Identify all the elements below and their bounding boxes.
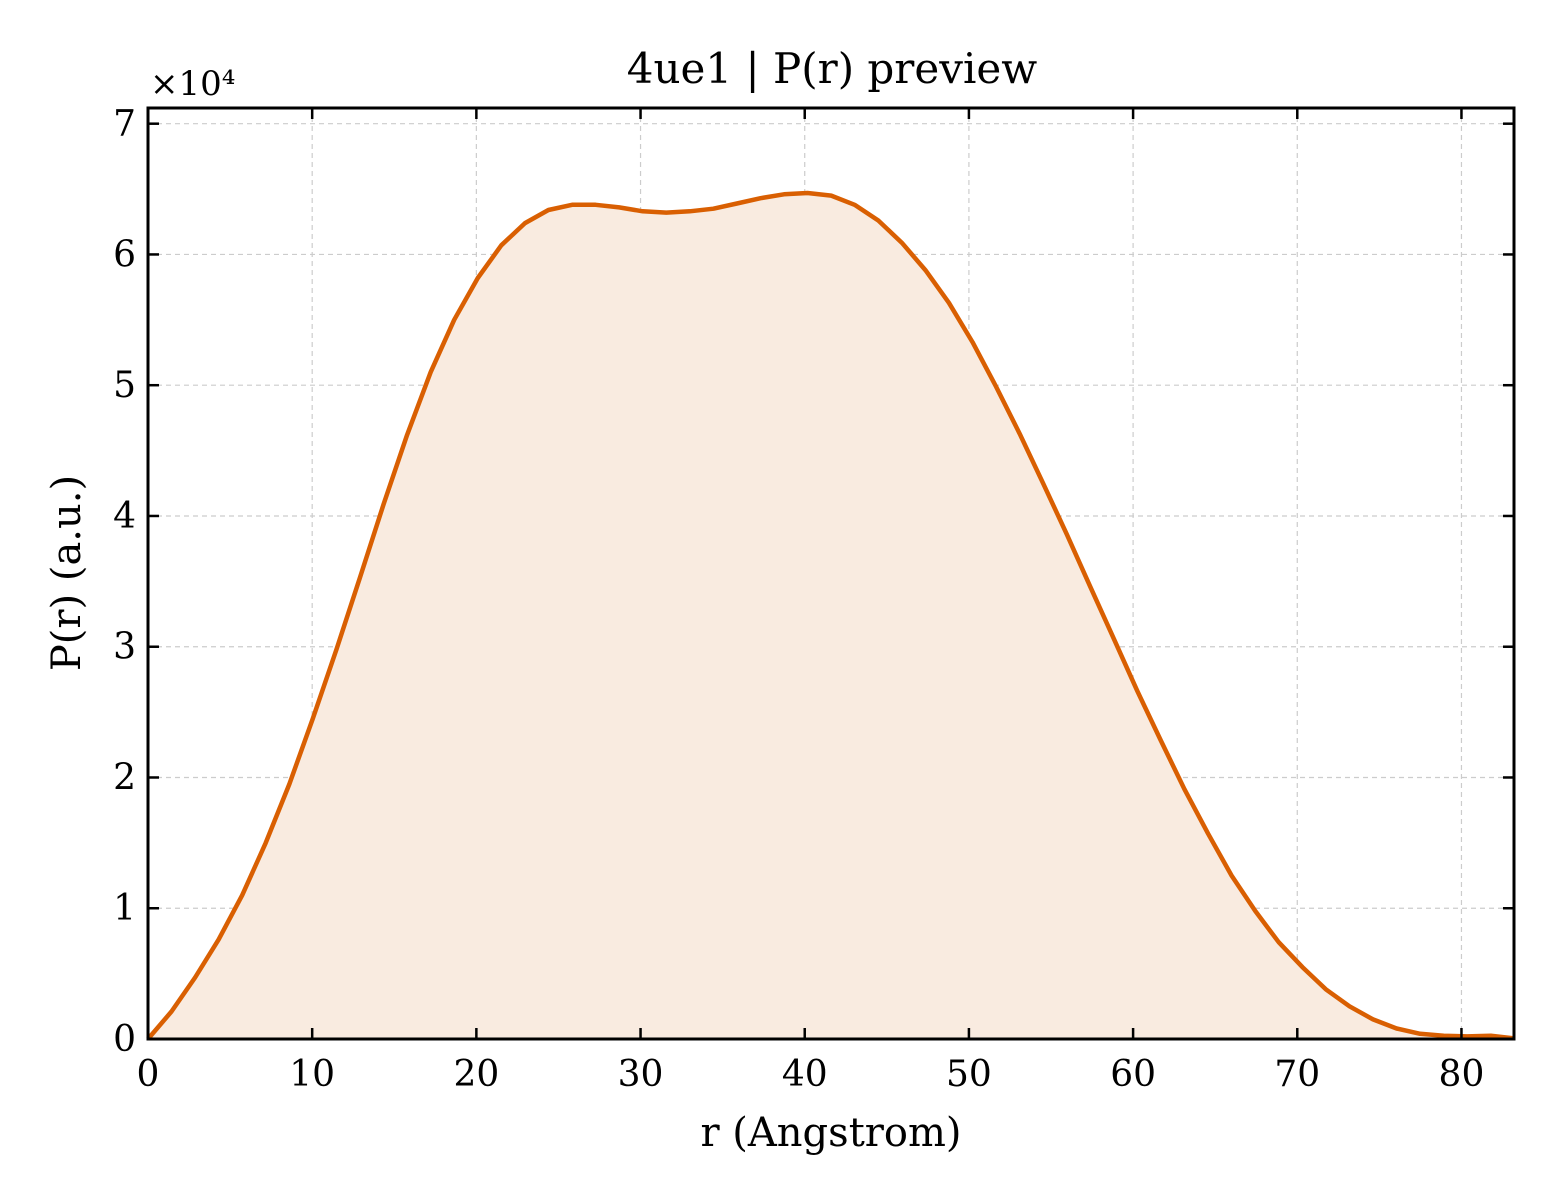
y-tick-label: 3 — [113, 627, 136, 668]
x-tick-label: 20 — [453, 1054, 499, 1095]
y-axis-label: P(r) (a.u.) — [44, 475, 90, 671]
x-tick-label: 80 — [1439, 1054, 1485, 1095]
x-tick-label: 50 — [946, 1054, 992, 1095]
x-tick-label: 40 — [782, 1054, 828, 1095]
x-tick-label: 70 — [1274, 1054, 1320, 1095]
x-tick-label: 10 — [289, 1054, 335, 1095]
chart-title: 4ue1 | P(r) preview — [627, 44, 1037, 93]
area-fill — [148, 193, 1514, 1039]
y-tick-label: 2 — [113, 757, 136, 798]
y-tick-label: 6 — [113, 234, 136, 275]
y-scale-label: ×10⁴ — [150, 64, 235, 104]
y-tick-label: 0 — [113, 1019, 136, 1060]
y-tick-label: 5 — [113, 365, 136, 406]
x-tick-label: 0 — [137, 1054, 160, 1095]
x-tick-label: 60 — [1110, 1054, 1156, 1095]
pr-curve — [146, 190, 1515, 1041]
x-tick-label: 30 — [618, 1054, 664, 1095]
x-axis-label: r (Angstrom) — [700, 1110, 961, 1156]
y-tick-label: 7 — [113, 104, 136, 145]
plot-frame — [146, 106, 1516, 1041]
y-axis-ticks: 0 1 2 3 4 5 6 7 — [113, 104, 1514, 1060]
y-tick-label: 4 — [113, 496, 136, 537]
x-axis-ticks: 0 10 20 30 40 50 60 70 80 — [137, 108, 1485, 1095]
y-tick-label: 1 — [113, 888, 136, 929]
